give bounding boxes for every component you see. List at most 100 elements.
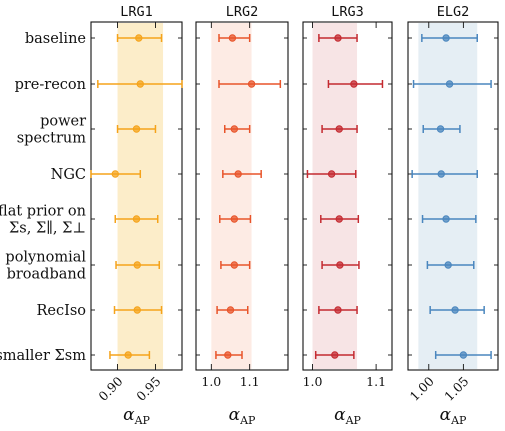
errorbar [306,170,357,178]
row-label-line: polynomial [5,250,86,266]
data-point [451,306,459,314]
errorbar [426,261,475,269]
data-point [437,170,445,178]
x-axis-label-symbol: α [123,405,135,425]
errorbar [218,80,282,88]
row-label: smaller Σsm [0,348,86,364]
errorbar [216,306,249,314]
data-point [230,261,239,269]
panel-title: LRG2 [226,4,259,20]
errorbar [327,80,384,88]
data-point [445,80,454,88]
data-point [327,170,336,178]
panel-frame [302,21,393,371]
data-point [334,34,342,42]
data-point [111,170,119,178]
data-point [124,351,132,359]
row-label: baseline [25,31,86,47]
data-point [230,125,239,133]
x-tick-label: 1.1 [240,374,260,389]
row-label: pre-recon [15,77,86,93]
errorbar [113,306,163,314]
row-label-line: pre-recon [15,77,86,93]
errorbar [224,125,251,133]
data-point [132,125,141,133]
row-label: polynomial broadband [5,250,86,283]
data-point [132,215,141,223]
data-point [133,306,141,314]
x-axis-label: αAP [334,405,361,427]
row-label-line: smaller Σsm [0,348,86,364]
x-tick-label: 1.00 [407,373,437,403]
x-tick-label: 1.0 [201,374,221,389]
row-label: RecIso [36,303,86,319]
x-axis-label-symbol: α [440,405,452,425]
confidence-band [211,23,252,369]
x-axis-label-subscript: AP [134,414,151,427]
row-label-line: flat prior on [0,204,86,220]
errorbar [411,170,478,178]
confidence-band [312,23,358,369]
row-label-line: Σs, Σ∥, Σ⊥ [9,221,86,237]
errorbar [115,261,160,269]
errorbar [318,306,358,314]
data-point [442,215,450,223]
data-point [133,261,141,269]
errorbar [90,170,142,178]
errorbar [114,215,159,223]
data-point [335,215,343,223]
data-point [335,125,343,133]
row-labels: baseline pre-recon power spectrum NGC flat pr… [0,31,86,364]
data-point [226,306,235,314]
x-tick-label: 1.05 [441,374,471,404]
errorbar [219,215,252,223]
data-point [336,261,344,269]
row-label-line: NGC [51,167,86,183]
panel-title: LRG1 [120,4,153,20]
errorbar [321,125,358,133]
x-tick-label: 1.1 [366,374,386,389]
errorbar [116,34,163,42]
row-label-line: broadband [7,267,86,283]
x-axis-label-subscript: AP [239,414,256,427]
data-point [444,261,452,269]
errorbar [314,351,355,359]
errorbar [412,80,492,88]
errorbar [429,306,485,314]
data-point [247,80,256,88]
data-point [350,80,358,88]
x-axis-label-symbol: α [334,405,346,425]
errorbar [421,215,477,223]
x-axis-label-subscript: AP [345,414,362,427]
row-label: NGC [51,167,86,183]
errorbar [422,125,461,133]
panel-lrg3: LRG3 1.0 1.1 αAP [302,4,393,427]
panel-frame [407,21,499,371]
errorbar [220,261,251,269]
x-axis-label: αAP [440,405,467,427]
errorbar [222,170,262,178]
panel-lrg2: LRG2 1.0 1.1 αAP [195,4,289,427]
data-point [436,125,445,133]
errorbar [321,261,360,269]
panel-frame [90,21,183,371]
confidence-band [117,23,164,369]
panel-frame [195,21,289,371]
x-axis-label: αAP [123,405,150,427]
row-label-line: baseline [25,31,86,47]
x-tick-label: 1.0 [303,374,323,389]
errorbar [218,34,251,42]
panel-title: LRG3 [331,4,364,20]
data-point [334,306,342,314]
x-tick-label: 0.90 [95,373,125,403]
x-axis-label-symbol: α [229,405,241,425]
x-tick-label: 0.95 [133,374,163,404]
data-point [234,170,242,178]
x-axis-label-subscript: AP [450,414,467,427]
row-label-line: power [40,114,86,130]
errorbar [434,351,492,359]
data-point [230,215,239,223]
